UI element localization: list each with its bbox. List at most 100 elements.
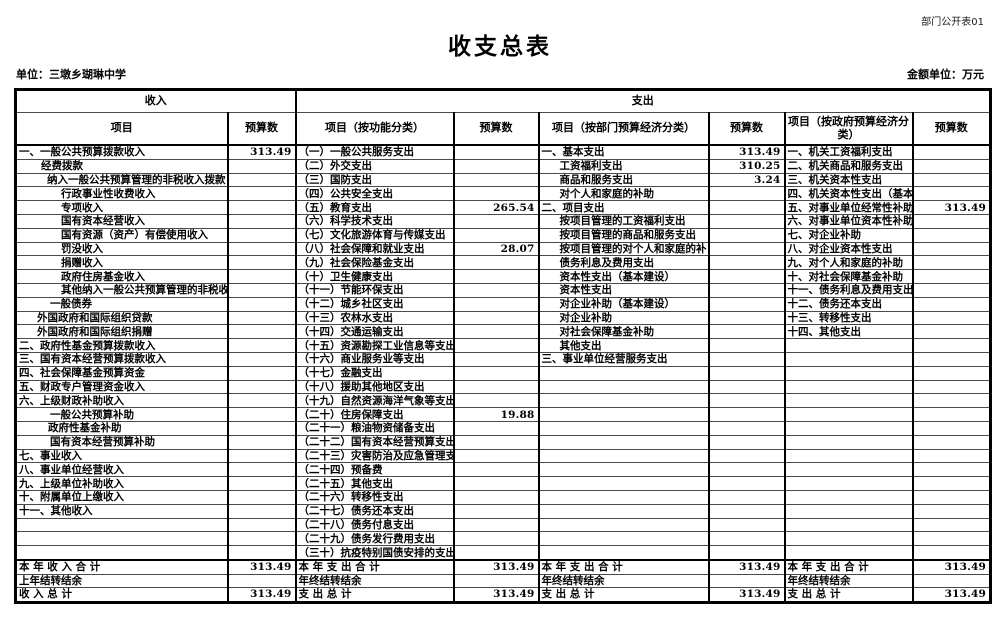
value-cell: 313.49 (911, 200, 992, 215)
value-cell (707, 186, 786, 202)
item-cell: 政府住房基金收入 (14, 269, 229, 284)
value-cell (452, 420, 540, 436)
value-cell: 28.07 (452, 241, 540, 257)
value-cell (707, 503, 786, 519)
item-cell (537, 531, 710, 547)
value-cell (911, 158, 992, 174)
item-cell: （十六）商业服务业等支出 (294, 351, 455, 367)
item-cell: （七）文化旅游体育与传媒支出 (294, 227, 455, 243)
item-cell (537, 545, 710, 561)
value-cell (707, 545, 786, 561)
item-cell: 十、对社会保障基金补助 (783, 269, 914, 284)
item-cell: 十、附属单位上缴收入 (14, 489, 229, 505)
value-cell (452, 462, 540, 478)
table-row: 十、附属单位上缴收入 （二十六）转移性支出 (14, 489, 992, 505)
value-cell (707, 434, 786, 450)
item-cell (783, 351, 914, 367)
value-cell (452, 503, 540, 519)
value-cell (226, 379, 297, 395)
item-cell: （十一）节能环保支出 (294, 282, 455, 298)
group-header-row: 收入 支出 (14, 89, 992, 113)
value-cell (707, 420, 786, 436)
item-cell (14, 545, 229, 561)
value-cell (707, 448, 786, 464)
col-header-gov-econ-item: 项目（按政府预算经济分类） (783, 112, 914, 146)
item-cell: （二）外交支出 (294, 158, 455, 174)
value-cell (911, 310, 992, 326)
item-cell: 支 出 总 计 (537, 587, 710, 603)
summary-row: 收 入 总 计 313.49 支 出 总 计 313.49 支 出 总 计 313.49 支… (14, 587, 992, 603)
value-cell (452, 255, 540, 271)
value-cell (707, 489, 786, 505)
value-cell (226, 476, 297, 491)
value-cell (226, 489, 297, 505)
item-cell: 十四、其他支出 (783, 324, 914, 340)
summary-row: 上年结转结余 年终结转结余 年终结转结余 年终结转结余 (14, 573, 992, 589)
item-cell (783, 545, 914, 561)
item-cell: （九）社会保险基金支出 (294, 255, 455, 271)
value-cell: 313.49 (911, 558, 992, 575)
unit-name-label: 单位：三墩乡瑚琳中学 (16, 68, 126, 81)
value-cell (226, 393, 297, 409)
item-cell: （十八）援助其他地区支出 (294, 379, 455, 395)
table-row: 外国政府和国际组织贷款 （十三）农林水支出 对企业补助 十三、转移性支出 (14, 310, 992, 326)
value-cell: 313.49 (226, 587, 297, 603)
item-cell: 资本性支出（基本建设） (537, 269, 710, 284)
item-cell: 七、事业收入 (14, 448, 229, 464)
item-cell: 十二、债务还本支出 (783, 296, 914, 312)
item-cell: 支 出 总 计 (783, 587, 914, 603)
item-cell: 五、对事业单位经常性补助 (783, 200, 914, 215)
value-cell (707, 213, 786, 229)
item-cell: （三）国防支出 (294, 172, 455, 188)
value-cell: 313.49 (911, 587, 992, 603)
item-cell: 十一、债务利息及费用支出 (783, 282, 914, 298)
item-cell: 纳入一般公共预算管理的非税收入拨款 (14, 172, 229, 188)
col-header-dept-econ-item: 项目（按部门预算经济分类） (537, 112, 710, 146)
table-row: 专项收入 （五）教育支出 265.54 二、项目支出 五、对事业单位经常性补助 313.4… (14, 200, 992, 215)
value-cell (226, 545, 297, 561)
value-cell (707, 310, 786, 326)
value-cell (911, 420, 992, 436)
value-cell: 19.88 (452, 407, 540, 422)
table-row: 捐赠收入 （九）社会保险基金支出 债务利息及费用支出 九、对个人和家庭的补助 (14, 255, 992, 271)
value-cell (226, 338, 297, 353)
value-cell: 310.25 (707, 158, 786, 174)
item-cell (537, 476, 710, 491)
value-cell (911, 351, 992, 367)
item-cell: （二十七）债务还本支出 (294, 503, 455, 519)
value-cell (911, 393, 992, 409)
item-cell (783, 489, 914, 505)
value-cell (707, 338, 786, 353)
col-header-income-budget: 预算数 (226, 112, 297, 146)
value-cell (452, 158, 540, 174)
value-cell: 313.49 (707, 558, 786, 575)
item-cell: 六、上级财政补助收入 (14, 393, 229, 409)
value-cell (226, 420, 297, 436)
value-cell (226, 517, 297, 533)
item-cell: （二十三）灾害防治及应急管理支 (294, 448, 455, 464)
value-cell (911, 186, 992, 202)
value-cell (226, 503, 297, 519)
value-cell (452, 310, 540, 326)
item-cell (783, 503, 914, 519)
value-cell (452, 379, 540, 395)
value-cell (452, 351, 540, 367)
item-cell: 八、事业单位经营收入 (14, 462, 229, 478)
item-cell: 三、机关资本性支出 (783, 172, 914, 188)
item-cell: 四、社会保障基金预算资金 (14, 365, 229, 381)
item-cell: 经费拨款 (14, 158, 229, 174)
item-cell (783, 393, 914, 409)
table-row: （二十九）债务发行费用支出 (14, 531, 992, 547)
table-row: 其他纳入一般公共预算管理的非税收 （十一）节能环保支出 资本性支出 十一、债务利息及费… (14, 282, 992, 298)
value-cell (226, 434, 297, 450)
item-cell: 本 年 收 入 合 计 (14, 558, 229, 575)
value-cell (226, 172, 297, 188)
group-header-expenditure: 支出 (294, 89, 992, 113)
value-cell (911, 241, 992, 257)
value-cell (707, 255, 786, 271)
value-cell (707, 517, 786, 533)
item-cell: 七、对企业补助 (783, 227, 914, 243)
item-cell: 按项目管理的对个人和家庭的补 (537, 241, 710, 257)
table-row: 纳入一般公共预算管理的非税收入拨款 （三）国防支出 商品和服务支出 3.24 三、机关资… (14, 172, 992, 188)
